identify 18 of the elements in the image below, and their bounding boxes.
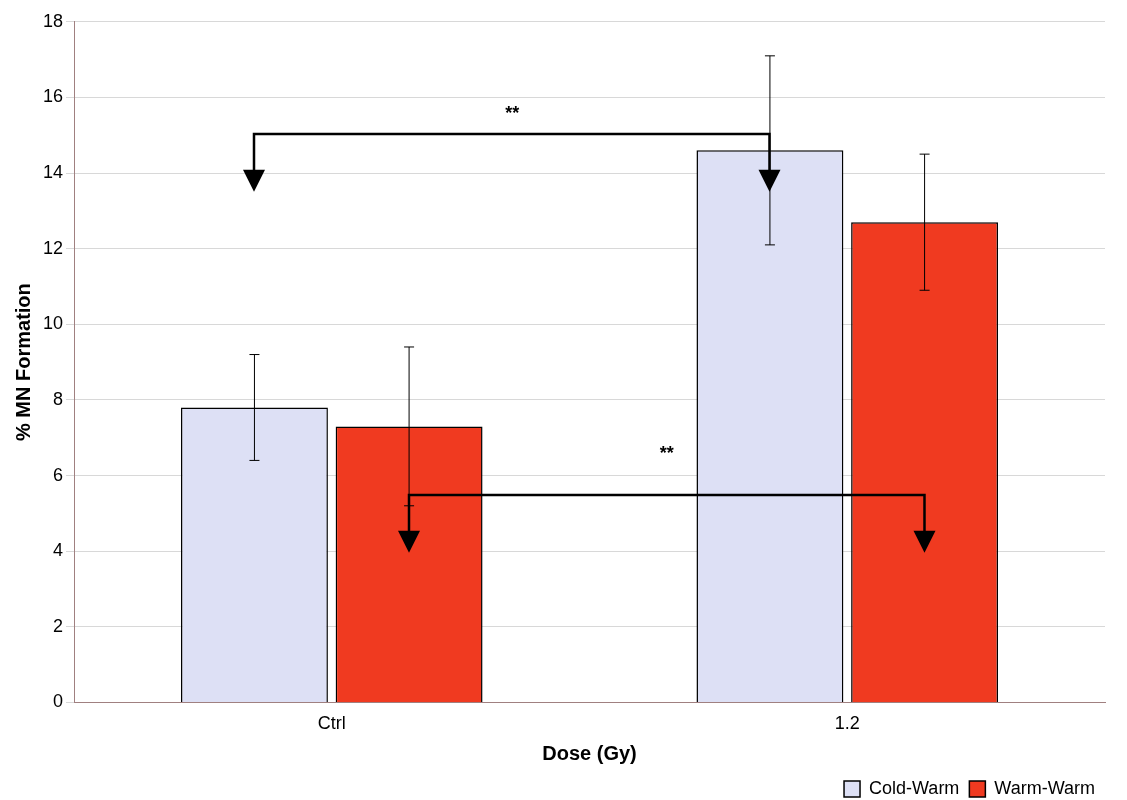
y-tick-label: 2: [53, 615, 64, 636]
y-tick-label: 12: [42, 237, 64, 258]
legend-label: Warm-Warm: [994, 777, 1096, 798]
y-tick-label: 6: [53, 464, 64, 485]
x-axis-title: Dose (Gy): [542, 741, 637, 764]
annotation: **: [505, 102, 520, 123]
legend-label: Cold-Warm: [869, 777, 960, 798]
y-axis-title: % MN Formation: [11, 283, 34, 441]
y-tick-label: 18: [42, 10, 64, 31]
y-tick-label: 8: [53, 388, 64, 409]
y-tick-label: 0: [53, 691, 64, 712]
x-tick-label: Ctrl: [317, 713, 346, 734]
y-tick-label: 10: [42, 313, 64, 334]
y-tick-label: 16: [42, 86, 64, 107]
x-tick-label: 1.2: [834, 713, 860, 734]
y-tick-label: 14: [42, 162, 64, 183]
annotation: **: [659, 442, 674, 463]
y-tick-label: 4: [53, 540, 64, 561]
